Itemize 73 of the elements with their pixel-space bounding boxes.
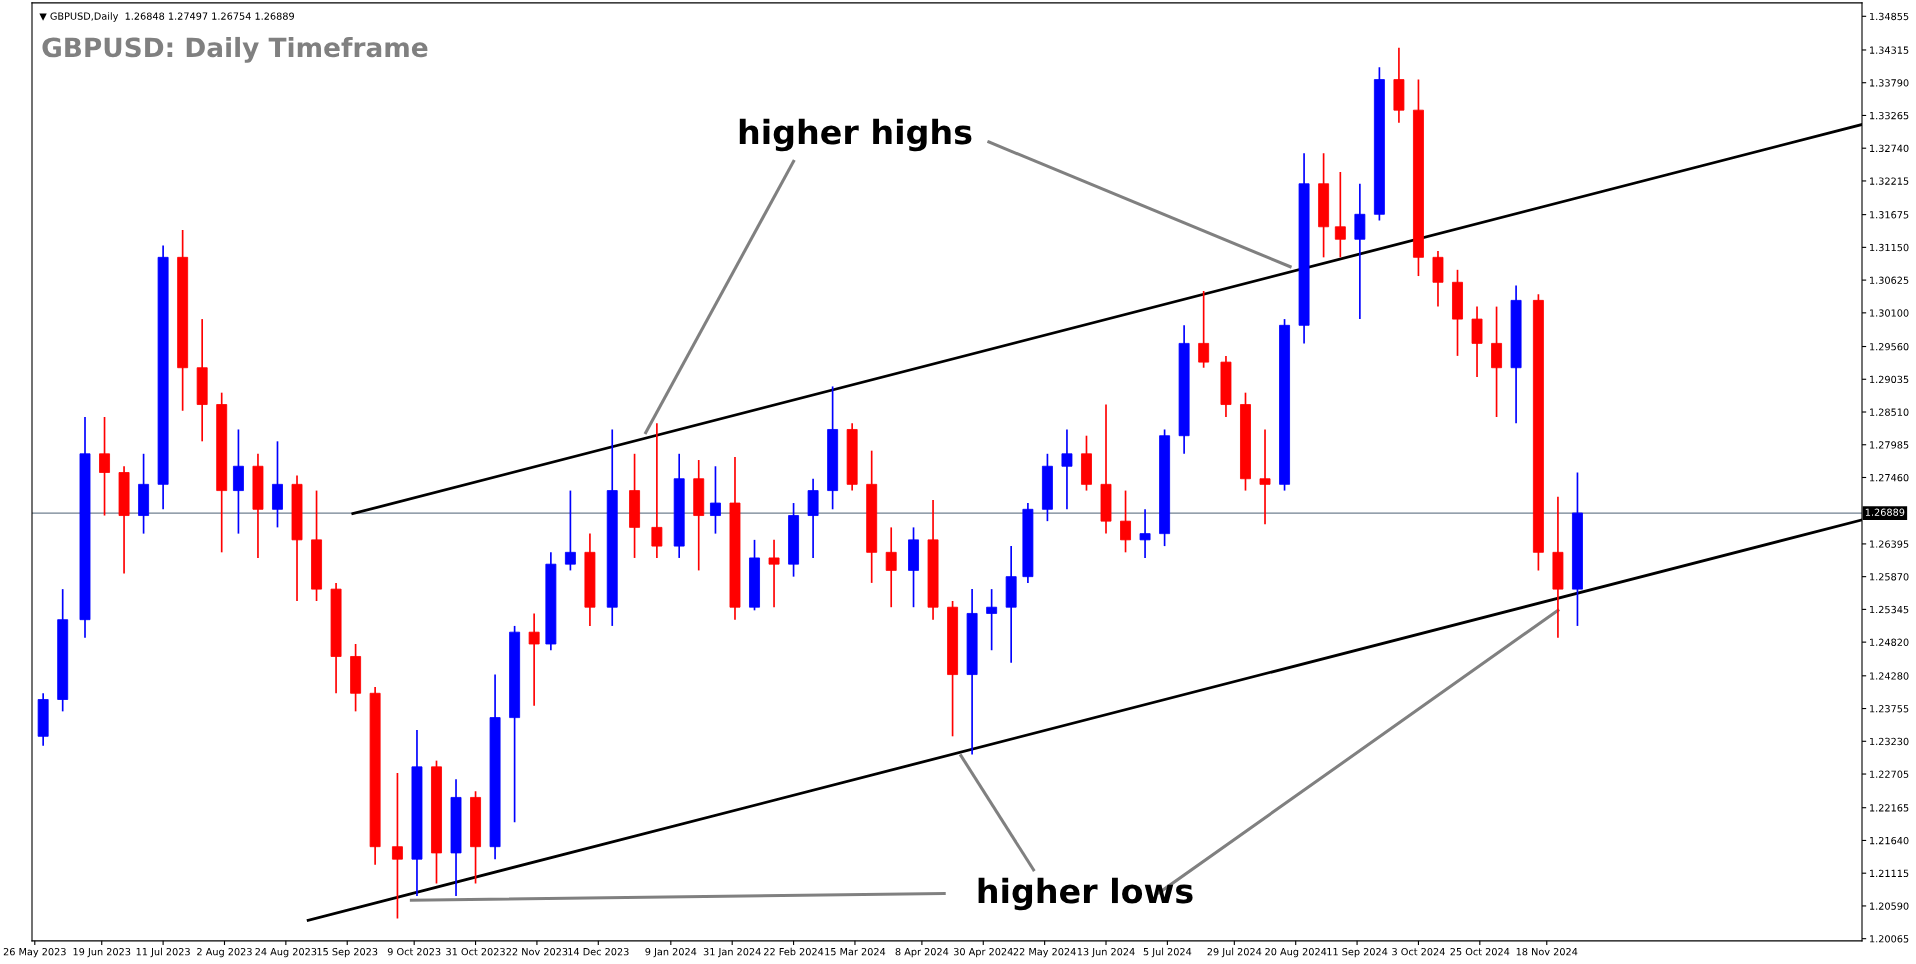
- y-tick-label: 1.24280: [1870, 672, 1909, 680]
- y-tick-label: 1.34855: [1870, 12, 1909, 21]
- candlestick: [1139, 508, 1151, 559]
- candlestick: [1061, 428, 1073, 511]
- candlestick: [528, 612, 540, 707]
- y-tick-label: 1.22165: [1870, 804, 1909, 812]
- y-tick-label: 1.34315: [1870, 46, 1909, 54]
- x-tick-label: 15 Mar 2024: [825, 947, 886, 956]
- x-tick-label: 31 Oct 2023: [446, 947, 505, 956]
- y-tick-label: 1.28510: [1870, 408, 1909, 416]
- candlestick: [1259, 428, 1271, 526]
- x-tick-label: 11 Jul 2023: [136, 947, 190, 958]
- candlestick: [986, 588, 998, 652]
- y-tick-label: 1.30625: [1870, 276, 1909, 284]
- y-tick-label: 1.25345: [1870, 605, 1909, 614]
- x-tick-label: 22 Feb 2024: [764, 947, 824, 956]
- x-tick-label: 2 Aug 2023: [197, 947, 252, 958]
- x-tick-label: 25 Oct 2024: [1450, 947, 1510, 956]
- x-tick-label: 18 Nov 2024: [1516, 947, 1578, 956]
- candlestick: [99, 416, 110, 517]
- x-tick-label: 22 May 2024: [1013, 947, 1076, 958]
- y-tick-label: 1.29035: [1870, 375, 1909, 384]
- x-tick-label: 29 Jul 2024: [1207, 947, 1262, 958]
- annotation: higher lows: [978, 877, 1193, 911]
- x-tick-label: 9 Jan 2024: [645, 947, 697, 958]
- candlestick: [392, 772, 403, 920]
- x-tick-label: 24 Aug 2023: [255, 947, 317, 958]
- y-tick-label: 1.27985: [1870, 441, 1909, 449]
- y-tick-label: 1.21115: [1870, 869, 1909, 878]
- y-tick-label: 1.32215: [1870, 177, 1909, 185]
- candlestick: [885, 526, 897, 609]
- y-tick-label: 1.25870: [1870, 573, 1909, 581]
- y-tick-label: 1.33790: [1870, 79, 1909, 87]
- y-tick-label: 1.23755: [1870, 705, 1909, 713]
- x-tick-label: 5 Jul 2024: [1143, 947, 1192, 958]
- x-tick-label: 15 Sep 2023: [317, 947, 378, 958]
- y-tick-label: 1.31150: [1870, 243, 1909, 252]
- text: ▼ GBPUSD,Daily 1.26848 1.27497 1.26754 1.26889: [39, 12, 294, 22]
- candlestick: [1334, 171, 1346, 259]
- x-tick-label: 19 Jun 2023: [73, 947, 131, 958]
- y-tick-label: 1.20065: [1870, 935, 1909, 943]
- y-tick-label: 1.30100: [1870, 309, 1909, 317]
- y-tick-label: 1.20590: [1870, 902, 1909, 910]
- y-tick-label: 1.26395: [1870, 540, 1909, 548]
- candlestick: [651, 422, 663, 559]
- x-tick-label: 20 Aug 2024: [1265, 947, 1327, 958]
- text: GBPUSD: Daily Timeframe: [42, 36, 428, 63]
- y-tick-label: 1.31675: [1870, 211, 1909, 219]
- ref-line-label: 1.26889: [1865, 508, 1905, 516]
- x-tick-label: 31 Jan 2024: [703, 947, 761, 958]
- y-tick-label: 1.27460: [1870, 473, 1909, 482]
- x-tick-label: 26 May 2023: [3, 947, 66, 958]
- x-tick-label: 22 Nov 2023: [506, 947, 568, 956]
- x-tick-label: 8 Apr 2024: [895, 947, 949, 958]
- x-tick-label: 30 Apr 2024: [953, 947, 1013, 958]
- candlestick: [768, 539, 780, 609]
- annotation: higher highs: [739, 118, 972, 152]
- candlestick: [564, 489, 576, 572]
- y-tick-label: 1.23230: [1870, 737, 1909, 746]
- x-tick-label: 14 Dec 2023: [568, 947, 629, 956]
- candlestick: [710, 465, 721, 535]
- candlestick: [1120, 489, 1131, 554]
- y-tick-label: 1.24820: [1870, 638, 1909, 646]
- candlestick: [1198, 290, 1210, 369]
- x-tick-label: 3 Oct 2024: [1392, 947, 1445, 956]
- x-tick-label: 13 Jun 2024: [1077, 947, 1135, 958]
- x-tick-label: 11 Sep 2024: [1327, 947, 1388, 958]
- y-tick-label: 1.29560: [1870, 343, 1909, 351]
- y-tick-label: 1.21640: [1870, 836, 1909, 845]
- y-tick-label: 1.22705: [1870, 770, 1909, 778]
- x-tick-label: 9 Oct 2023: [387, 947, 441, 956]
- y-tick-label: 1.33265: [1870, 111, 1909, 120]
- y-tick-label: 1.32740: [1870, 144, 1909, 153]
